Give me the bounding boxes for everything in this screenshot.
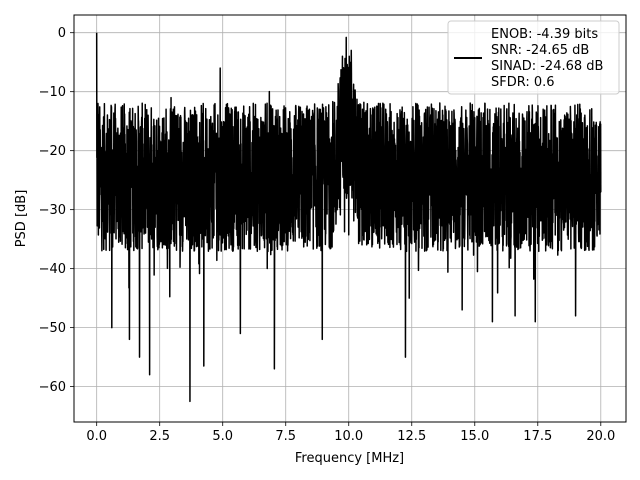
legend-line-snr: SNR: -24.65 dB	[491, 43, 589, 58]
y-tick-label: −40	[39, 262, 66, 277]
plot-frame	[73, 14, 627, 423]
y-tick-label: −10	[39, 85, 66, 100]
legend-line-enob: ENOB: -4.39 bits	[491, 27, 598, 42]
legend-line-sinad: SINAD: -24.68 dB	[491, 59, 603, 74]
y-tick-label: 0	[58, 26, 66, 41]
y-tick-label: −20	[39, 144, 66, 159]
y-tick-label: −60	[39, 380, 66, 395]
x-tick-label: 2.5	[149, 429, 170, 444]
legend: ENOB: -4.39 bits SNR: -24.65 dB SINAD: -…	[447, 20, 620, 95]
x-tick-label: 12.5	[397, 429, 426, 444]
legend-line-sfdr: SFDR: 0.6	[491, 75, 555, 90]
x-axis: 0.0 2.5 5.0 7.5 10.0 12.5 15.0 17.5 20.0	[86, 422, 615, 444]
x-tick-label: 5.0	[212, 429, 233, 444]
x-axis-title: Frequency [MHz]	[295, 451, 404, 466]
x-tick-label: 7.5	[275, 429, 296, 444]
y-axis-title: PSD [dB]	[14, 190, 29, 248]
series-layer	[95, 32, 602, 403]
legend-box	[447, 20, 620, 95]
x-tick-label: 17.5	[523, 429, 552, 444]
y-axis: 0 −10 −20 −30 −40 −50 −60	[39, 26, 74, 395]
y-tick-label: −50	[39, 321, 66, 336]
x-tick-label: 15.0	[460, 429, 489, 444]
x-tick-label: 20.0	[586, 429, 615, 444]
psd-series-line	[95, 32, 602, 403]
y-tick-label: −30	[39, 203, 66, 218]
x-tick-label: 10.0	[334, 429, 363, 444]
x-tick-label: 0.0	[86, 429, 107, 444]
